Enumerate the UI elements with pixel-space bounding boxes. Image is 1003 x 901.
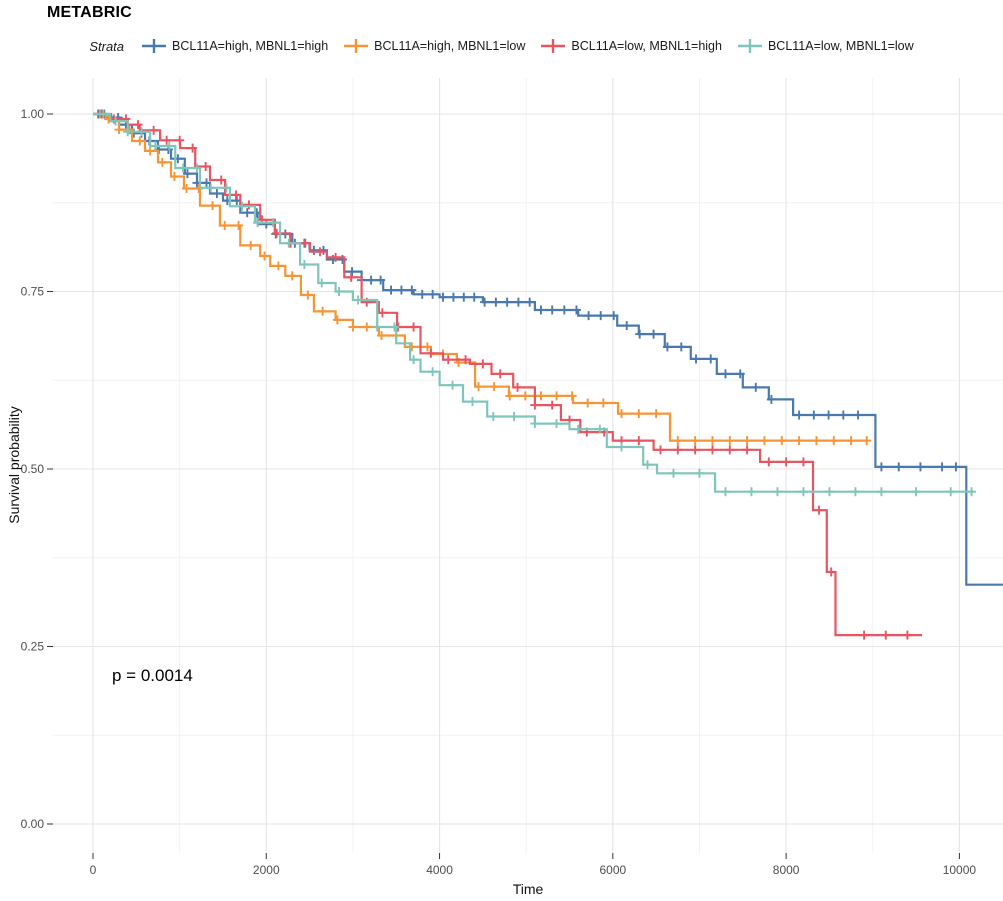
legend-cross-marker-icon xyxy=(737,39,762,53)
legend-item-label: BCL11A=high, MBNL1=high xyxy=(172,39,329,53)
plot-title: METABRIC xyxy=(47,4,132,21)
x-tick-label: 2000 xyxy=(253,863,280,877)
x-tick-label: 10000 xyxy=(943,863,977,877)
x-tick-label: 4000 xyxy=(426,863,453,877)
legend-item-bcl11a-low-mbnl1-high: BCL11A=low, MBNL1=high xyxy=(540,38,722,54)
survival-curve-bcl11a-high-mbnl1-high xyxy=(93,112,1003,586)
x-tick-label: 0 xyxy=(90,863,97,877)
y-tick-label: 0.00 xyxy=(21,817,45,831)
legend-item-label: BCL11A=high, MBNL1=low xyxy=(374,39,526,53)
y-tick-label: 0.25 xyxy=(21,640,45,654)
legend-item-label: BCL11A=low, MBNL1=low xyxy=(767,39,914,53)
y-axis-title: Survival probability xyxy=(6,406,22,524)
y-tick-label: 1.00 xyxy=(21,107,45,121)
legend: Strata BCL11A=high, MBNL1=high BCL11A=hi… xyxy=(0,38,1003,54)
y-tick-label: 0.75 xyxy=(21,285,45,299)
legend-item-bcl11a-high-mbnl1-low: BCL11A=high, MBNL1=low xyxy=(343,38,525,54)
legend-cross-marker-icon xyxy=(344,39,369,53)
y-tick-label: 0.50 xyxy=(21,462,45,476)
survival-curve-bcl11a-low-mbnl1-low xyxy=(93,112,974,493)
legend-title: Strata xyxy=(89,38,125,54)
legend-item-label: BCL11A=low, MBNL1=high xyxy=(571,39,722,53)
x-tick-label: 6000 xyxy=(599,863,626,877)
p-value-annotation: p = 0.0014 xyxy=(112,666,193,685)
legend-item-bcl11a-high-mbnl1-high: BCL11A=high, MBNL1=high xyxy=(141,38,328,54)
x-axis-title: Time xyxy=(512,881,544,897)
legend-item-bcl11a-low-mbnl1-low: BCL11A=low, MBNL1=low xyxy=(737,38,914,54)
survival-curve-bcl11a-high-mbnl1-low xyxy=(93,112,869,442)
legend-cross-marker-icon xyxy=(541,39,566,53)
x-tick-label: 8000 xyxy=(773,863,800,877)
legend-cross-marker-icon xyxy=(142,39,167,53)
